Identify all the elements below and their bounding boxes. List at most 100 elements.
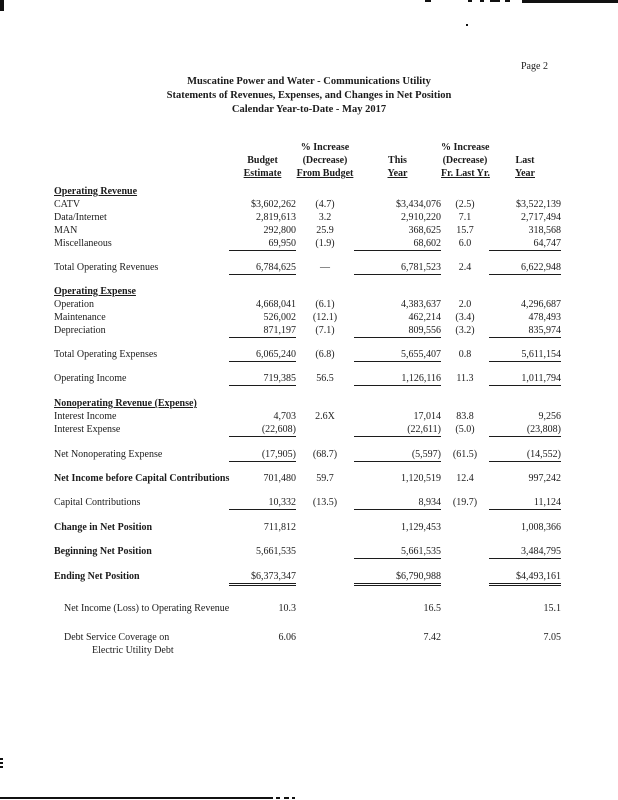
cell-budget: 6,784,625 [229,261,296,275]
cell-pct-budget: (7.1) [315,325,335,336]
cell-pct-budget: (4.7) [315,199,335,210]
cell-pct-last-yr: 11.3 [456,373,474,384]
page-number: Page 2 [521,61,548,72]
cell-pct-last-yr: 0.8 [458,349,472,360]
row-label: Interest Expense [54,424,121,435]
cell-budget: (17,905) [229,448,296,462]
cell-last-year: 1,011,794 [489,372,561,386]
title-line-statement: Statements of Revenues, Expenses, and Ch… [166,90,452,101]
row-label: Debt Service Coverage on Electric Utilit… [54,631,229,657]
cell-this-year: 17,014 [413,411,442,422]
table-row-miscellaneous: Miscellaneous 69,950 (1.9) 68,602 6.0 64… [54,237,618,251]
row-label: Ending Net Position [54,571,140,582]
scan-artifact-bottom-dash [292,797,295,799]
cell-this-year: 1,126,116 [354,372,441,386]
cell-budget: 69,950 [229,237,296,251]
cell-this-year: 809,556 [354,324,441,338]
cell-last-year: 2,717,494 [521,212,561,223]
cell-last-year: 3,484,795 [489,545,561,559]
row-label: Operating Revenue [54,186,138,197]
cell-pct-budget: 25.9 [316,225,334,236]
header-label-spacer [54,141,229,180]
cell-budget: 6,065,240 [229,348,296,362]
cell-pct-last-yr: (3.4) [455,312,475,323]
table-body: Operating Revenue CATV $3,602,262 (4.7) … [54,185,618,657]
table-row-ending-net-position: Ending Net Position $6,373,347 $6,790,98… [54,570,618,586]
cell-budget: 5,661,535 [256,546,296,557]
cell-pct-budget: 59.7 [316,473,334,484]
table-row-debt-service-coverage: Debt Service Coverage on Electric Utilit… [54,631,618,657]
cell-pct-last-yr: (3.2) [455,325,475,336]
row-label: MAN [54,225,78,236]
cell-last-year: (14,552) [489,448,561,462]
cell-pct-last-yr: (2.5) [455,199,475,210]
table-row-capital-contributions: Capital Contributions 10,332 (13.5) 8,93… [54,496,618,510]
cell-this-year: 368,625 [408,225,442,236]
table-row-depreciation: Depreciation 871,197 (7.1) 809,556 (3.2)… [54,324,618,338]
scan-artifact-bottom-dash [284,797,289,799]
cell-this-year: 6,781,523 [354,261,441,275]
row-label: Operating Income [54,373,127,384]
cell-this-year: $6,790,988 [354,570,441,586]
cell-this-year: 4,383,637 [401,299,441,310]
cell-this-year: 5,661,535 [354,545,441,559]
row-label: Net Nonoperating Expense [54,449,163,460]
cell-pct-budget: (13.5) [312,497,338,508]
scan-artifact-top-dash [480,0,484,2]
row-label: Net Income (Loss) to Operating Revenue [64,603,230,614]
cell-pct-last-yr: (19.7) [452,497,478,508]
cell-budget: 6.06 [278,632,297,643]
row-label: Operating Expense [54,286,136,297]
cell-this-year: 8,934 [354,496,441,510]
cell-budget: 701,480 [263,473,297,484]
table-row-total-operating-revenues: Total Operating Revenues 6,784,625 — 6,7… [54,261,618,275]
cell-budget: (22,608) [229,423,296,437]
cell-last-year: (23,808) [489,423,561,437]
cell-budget: 4,668,041 [256,299,296,310]
table-row-beginning-net-position: Beginning Net Position 5,661,535 5,661,5… [54,545,618,559]
cell-last-year: 5,611,154 [489,348,561,362]
cell-last-year: $3,522,139 [516,199,561,210]
cell-this-year: $3,434,076 [396,199,441,210]
cell-pct-budget: (6.8) [315,349,335,360]
scan-artifact-left-dash [0,762,3,764]
cell-last-year: 835,974 [489,324,561,338]
cell-pct-budget: 56.5 [316,373,334,384]
cell-pct-last-yr: 12.4 [456,473,474,484]
row-label: Total Operating Revenues [54,262,159,273]
cell-last-year: 318,568 [528,225,562,236]
cell-budget: 719,385 [229,372,296,386]
cell-this-year: 7.42 [423,632,442,643]
title-line-period: Calendar Year-to-Date - May 2017 [231,104,387,115]
cell-pct-budget: (12.1) [312,312,338,323]
row-label: Maintenance [54,312,106,323]
cell-pct-last-yr: 6.0 [458,238,472,249]
cell-pct-last-yr: 15.7 [456,225,474,236]
cell-pct-budget: 3.2 [318,212,332,223]
scan-artifact-top-bar [522,0,618,3]
financial-statement-table: Budget Estimate % Increase (Decrease) Fr… [0,141,618,657]
header-last-year: Last Year [515,155,535,179]
scan-artifact-left-dash [0,758,3,760]
cell-budget: $6,373,347 [229,570,296,586]
title-line-company: Muscatine Power and Water - Communicatio… [187,76,431,87]
row-label: Beginning Net Position [54,546,152,557]
cell-pct-last-yr: (5.0) [455,424,475,435]
cell-pct-budget [296,423,354,436]
row-label: Change in Net Position [54,522,153,533]
row-label: Net Income before Capital Contributions [54,473,230,484]
cell-this-year: 1,120,519 [401,473,441,484]
cell-budget: 2,819,613 [256,212,296,223]
cell-last-year: 64,747 [489,237,561,251]
row-label: Operation [54,299,94,310]
cell-pct-budget: (68.7) [312,449,338,460]
row-label: Nonoperating Revenue (Expense) [54,398,197,409]
header-budget-estimate: Budget Estimate [243,155,282,179]
section-header-nonoperating: Nonoperating Revenue (Expense) [54,397,618,410]
cell-this-year: 68,602 [354,237,441,251]
table-row-interest-income: Interest Income 4,703 2.6X 17,014 83.8 9… [54,410,618,423]
row-label: Depreciation [54,325,106,336]
scan-artifact-left-dash [0,766,3,768]
header-pct-fr-last-yr: % Increase (Decrease) Fr. Last Yr. [441,142,490,179]
